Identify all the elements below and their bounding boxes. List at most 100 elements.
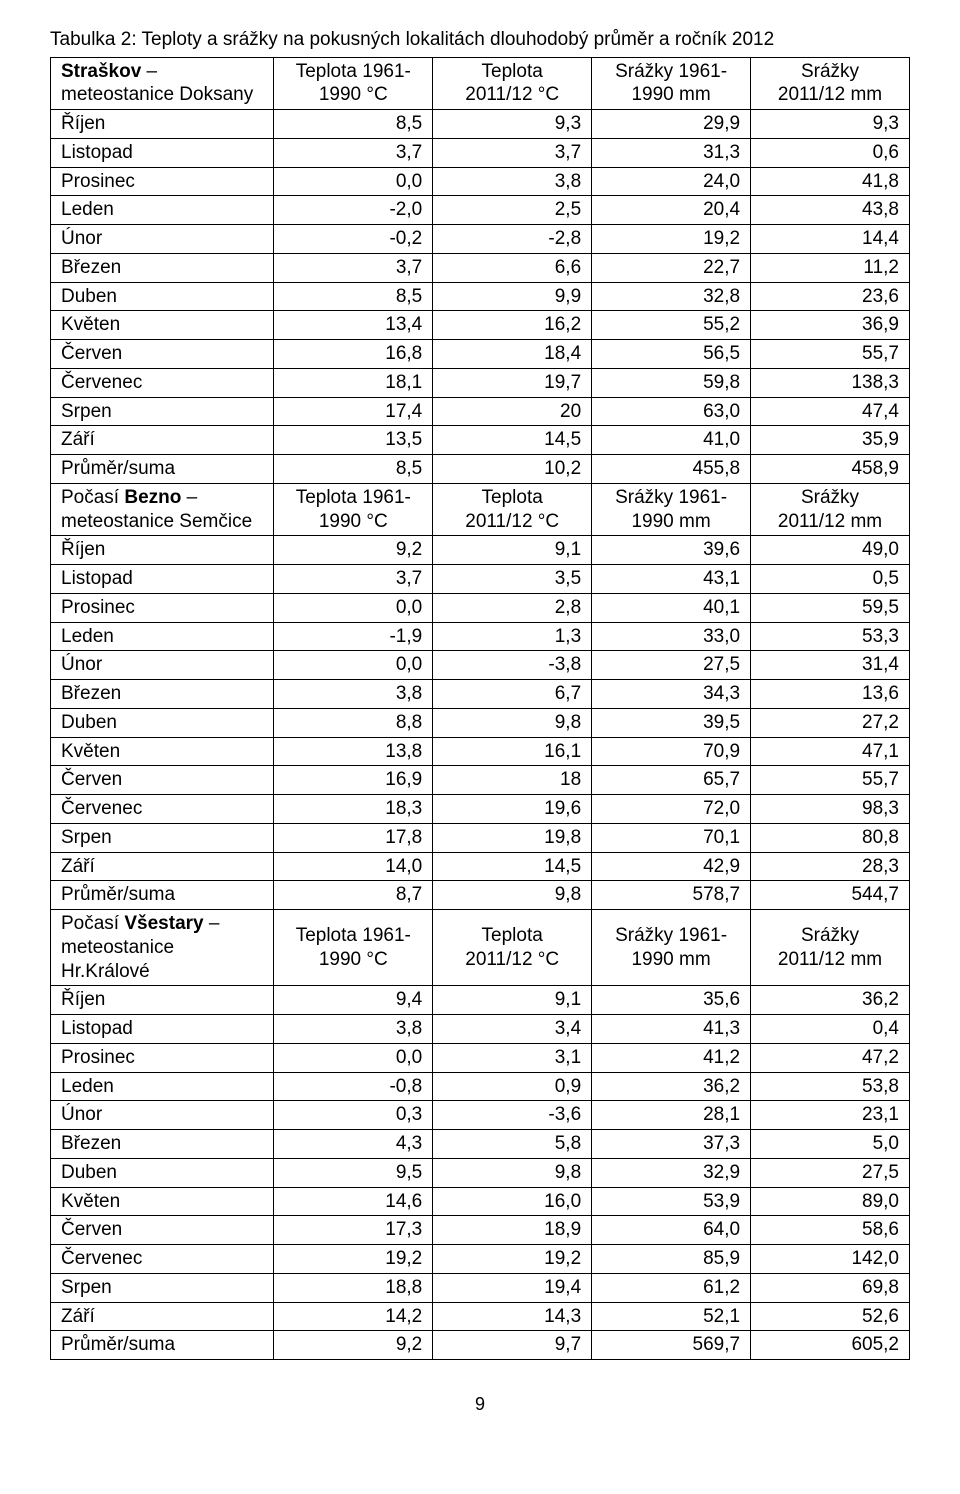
value-cell: 42,9 (592, 852, 751, 881)
value-cell: 14,4 (751, 225, 910, 254)
month-label: Listopad (51, 1015, 274, 1044)
column-header-line2: 2011/12 mm (778, 949, 882, 970)
value-cell: 55,2 (592, 311, 751, 340)
column-header-line2: 2011/12 mm (778, 84, 882, 105)
value-cell: 17,3 (274, 1216, 433, 1245)
column-header: Teplota 1961-1990 °C (274, 910, 433, 986)
month-label: Červenec (51, 1245, 274, 1274)
page: Tabulka 2: Teploty a srážky na pokusných… (0, 0, 960, 1455)
table-row: Červenec18,319,672,098,3 (51, 795, 910, 824)
column-header-line2: 1990 mm (631, 511, 710, 532)
value-cell: 41,2 (592, 1043, 751, 1072)
value-cell: 89,0 (751, 1187, 910, 1216)
value-cell: 31,3 (592, 138, 751, 167)
table-row: Březen4,35,837,35,0 (51, 1130, 910, 1159)
month-label: Prosinec (51, 1043, 274, 1072)
value-cell: 41,3 (592, 1015, 751, 1044)
month-label: Červen (51, 340, 274, 369)
column-header-line2: 1990 mm (631, 84, 710, 105)
column-header-line1: Teplota 1961- (296, 61, 411, 82)
value-cell: 59,8 (592, 368, 751, 397)
table-row: Březen3,86,734,313,6 (51, 680, 910, 709)
value-cell: 9,2 (274, 536, 433, 565)
value-cell: 16,9 (274, 766, 433, 795)
column-header: Srážky 1961-1990 mm (592, 910, 751, 986)
summary-label: Průměr/suma (51, 1331, 274, 1360)
column-header-line2: 1990 °C (319, 84, 388, 105)
month-label: Leden (51, 196, 274, 225)
value-cell: 52,6 (751, 1302, 910, 1331)
value-cell: 20,4 (592, 196, 751, 225)
table-row: Leden-0,80,936,253,8 (51, 1072, 910, 1101)
value-cell: 18,3 (274, 795, 433, 824)
column-header-line1: Srážky (801, 925, 859, 946)
value-cell: 65,7 (592, 766, 751, 795)
value-cell: 3,7 (274, 565, 433, 594)
table-row: Srpen18,819,461,269,8 (51, 1273, 910, 1302)
column-header: Srážky 1961-1990 mm (592, 57, 751, 110)
value-cell: 13,4 (274, 311, 433, 340)
summary-row: Průměr/suma9,29,7569,7605,2 (51, 1331, 910, 1360)
value-cell: 20 (433, 397, 592, 426)
value-cell: 16,1 (433, 737, 592, 766)
value-cell: 55,7 (751, 766, 910, 795)
value-cell: 18,4 (433, 340, 592, 369)
month-label: Říjen (51, 110, 274, 139)
value-cell: 32,8 (592, 282, 751, 311)
section-location-header: Počasí Bezno – meteostanice Semčice (51, 483, 274, 536)
value-cell: 14,3 (433, 1302, 592, 1331)
column-header: Srážky 1961-1990 mm (592, 483, 751, 536)
column-header-line2: 1990 °C (319, 511, 388, 532)
month-label: Duben (51, 1158, 274, 1187)
value-cell: 19,6 (433, 795, 592, 824)
value-cell: 6,7 (433, 680, 592, 709)
value-cell: 70,9 (592, 737, 751, 766)
value-cell: 18 (433, 766, 592, 795)
column-header-line1: Teplota 1961- (296, 487, 411, 508)
value-cell: 36,2 (592, 1072, 751, 1101)
value-cell: 29,9 (592, 110, 751, 139)
column-header-line1: Teplota 1961- (296, 925, 411, 946)
column-header-line1: Srážky (801, 61, 859, 82)
month-label: Říjen (51, 986, 274, 1015)
section-header-row: Počasí Všestary – meteostanice Hr.Králov… (51, 910, 910, 986)
month-label: Leden (51, 622, 274, 651)
month-label: Leden (51, 1072, 274, 1101)
value-cell: 53,9 (592, 1187, 751, 1216)
summary-value-cell: 578,7 (592, 881, 751, 910)
month-label: Srpen (51, 823, 274, 852)
table-row: Prosinec0,02,840,159,5 (51, 593, 910, 622)
value-cell: 35,9 (751, 426, 910, 455)
value-cell: 23,1 (751, 1101, 910, 1130)
summary-value-cell: 605,2 (751, 1331, 910, 1360)
value-cell: 43,8 (751, 196, 910, 225)
column-header: Teplota2011/12 °C (433, 57, 592, 110)
value-cell: 138,3 (751, 368, 910, 397)
section-prefix: Počasí (61, 487, 124, 508)
column-header: Teplota 1961-1990 °C (274, 57, 433, 110)
value-cell: 69,8 (751, 1273, 910, 1302)
month-label: Září (51, 1302, 274, 1331)
summary-row: Průměr/suma8,510,2455,8458,9 (51, 455, 910, 484)
value-cell: 32,9 (592, 1158, 751, 1187)
summary-value-cell: 9,8 (433, 881, 592, 910)
month-label: Říjen (51, 536, 274, 565)
value-cell: 3,7 (433, 138, 592, 167)
value-cell: 9,5 (274, 1158, 433, 1187)
column-header: Teplota 1961- 1990 °C (274, 483, 433, 536)
table-row: Červenec18,119,759,8138,3 (51, 368, 910, 397)
section-location-bold: Všestary (124, 913, 203, 934)
value-cell: 5,0 (751, 1130, 910, 1159)
value-cell: -2,8 (433, 225, 592, 254)
column-header-line1: Srážky 1961- (615, 61, 727, 82)
column-header-line2: 2011/12 °C (465, 511, 559, 532)
page-number: 9 (50, 1394, 910, 1415)
value-cell: 1,3 (433, 622, 592, 651)
section-header-row: Počasí Bezno – meteostanice SemčiceTeplo… (51, 483, 910, 536)
table-row: Září13,514,541,035,9 (51, 426, 910, 455)
month-label: Březen (51, 680, 274, 709)
value-cell: 19,8 (433, 823, 592, 852)
value-cell: 41,0 (592, 426, 751, 455)
section-location-bold: Straškov (61, 61, 141, 82)
section-location-header: Straškov – meteostanice Doksany (51, 57, 274, 110)
